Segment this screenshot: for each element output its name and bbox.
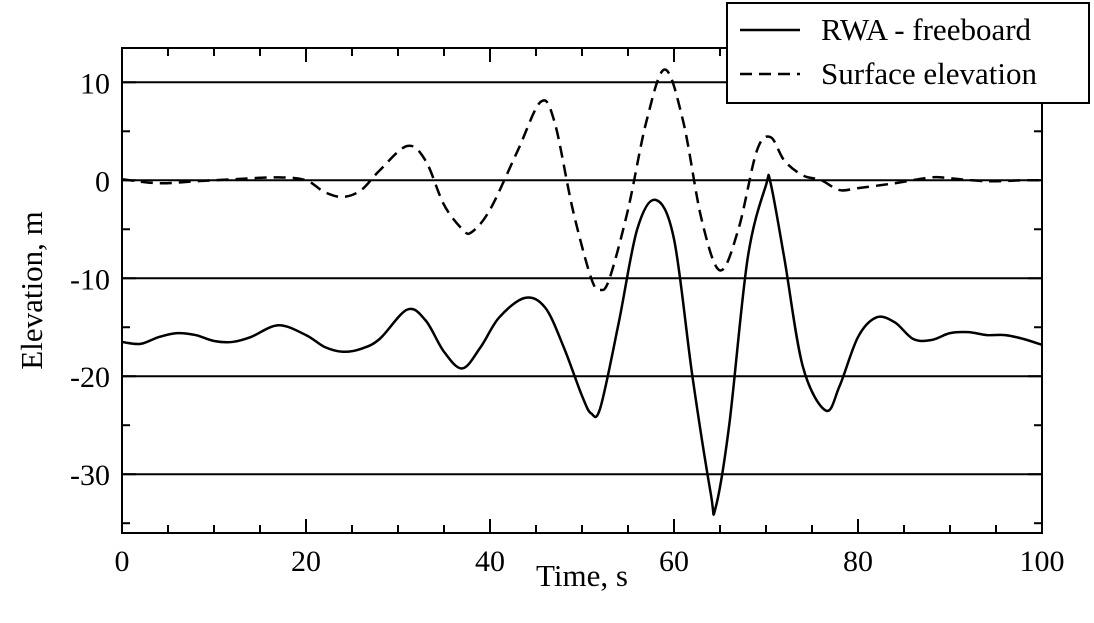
x-tick-label: 40 (475, 545, 505, 578)
y-tick-label: 10 (80, 67, 110, 100)
x-tick-label: 100 (1020, 545, 1065, 578)
axis-ticks (121, 48, 1043, 533)
y-tick-label: -30 (70, 459, 110, 492)
plot-frame (121, 47, 1043, 534)
legend: RWA - freeboard Surface elevation (726, 2, 1090, 104)
x-axis-label: Time, s (536, 558, 628, 593)
x-tick-label: 80 (843, 545, 873, 578)
grid-lines (122, 81, 1042, 476)
y-axis-label: Elevation, m (14, 211, 49, 369)
y-tick-label: -20 (70, 361, 110, 394)
legend-box (726, 2, 1090, 104)
x-tick-label: 0 (115, 545, 130, 578)
x-tick-label: 60 (659, 545, 689, 578)
series-layer (121, 68, 1043, 516)
legend-label-surface-elevation: Surface elevation (821, 56, 1038, 91)
y-tick-label: 0 (95, 165, 110, 198)
tick-labels: 0 20 40 60 80 100 -30 -20 -10 0 10 (70, 67, 1065, 578)
series-line-rwa-freeboard (121, 173, 1043, 516)
y-tick-label: -10 (70, 263, 110, 296)
legend-label-rwa-freeboard: RWA - freeboard (821, 12, 1032, 47)
series-line-surface-elevation (121, 68, 1043, 292)
x-tick-label: 20 (291, 545, 321, 578)
